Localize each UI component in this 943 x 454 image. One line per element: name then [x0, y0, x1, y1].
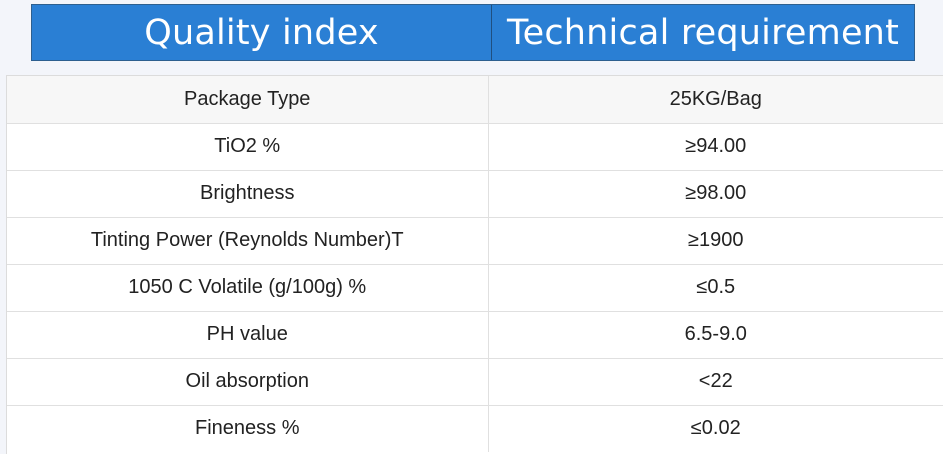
table-header: Quality index Technical requirement: [31, 4, 915, 61]
table-row: PH value 6.5-9.0: [7, 311, 943, 358]
requirement-cell: ≤0.5: [488, 264, 943, 311]
quality-index-cell: Fineness %: [7, 405, 488, 452]
quality-index-cell: Package Type: [7, 76, 488, 123]
header-technical-requirement: Technical requirement: [492, 5, 914, 60]
quality-index-cell: PH value: [7, 311, 488, 358]
requirement-cell: ≥94.00: [488, 123, 943, 170]
table-row: Oil absorption <22: [7, 358, 943, 405]
table-row: Package Type 25KG/Bag: [7, 76, 943, 123]
requirement-cell: 25KG/Bag: [488, 76, 943, 123]
requirement-cell: ≤0.02: [488, 405, 943, 452]
table-row: 1050 C Volatile (g/100g) % ≤0.5: [7, 264, 943, 311]
quality-index-cell: Oil absorption: [7, 358, 488, 405]
spec-table-body: Package Type 25KG/Bag TiO2 % ≥94.00 Brig…: [7, 76, 943, 452]
quality-index-cell: 1050 C Volatile (g/100g) %: [7, 264, 488, 311]
table-row: Tinting Power (Reynolds Number)T ≥1900: [7, 217, 943, 264]
requirement-cell: ≥1900: [488, 217, 943, 264]
quality-index-cell: Brightness: [7, 170, 488, 217]
quality-index-cell: TiO2 %: [7, 123, 488, 170]
header-quality-index: Quality index: [32, 5, 492, 60]
requirement-cell: <22: [488, 358, 943, 405]
table-row: Brightness ≥98.00: [7, 170, 943, 217]
spec-table: Package Type 25KG/Bag TiO2 % ≥94.00 Brig…: [6, 75, 943, 454]
quality-index-cell: Tinting Power (Reynolds Number)T: [7, 217, 488, 264]
table-row: Fineness % ≤0.02: [7, 405, 943, 452]
table-row: TiO2 % ≥94.00: [7, 123, 943, 170]
requirement-cell: ≥98.00: [488, 170, 943, 217]
requirement-cell: 6.5-9.0: [488, 311, 943, 358]
